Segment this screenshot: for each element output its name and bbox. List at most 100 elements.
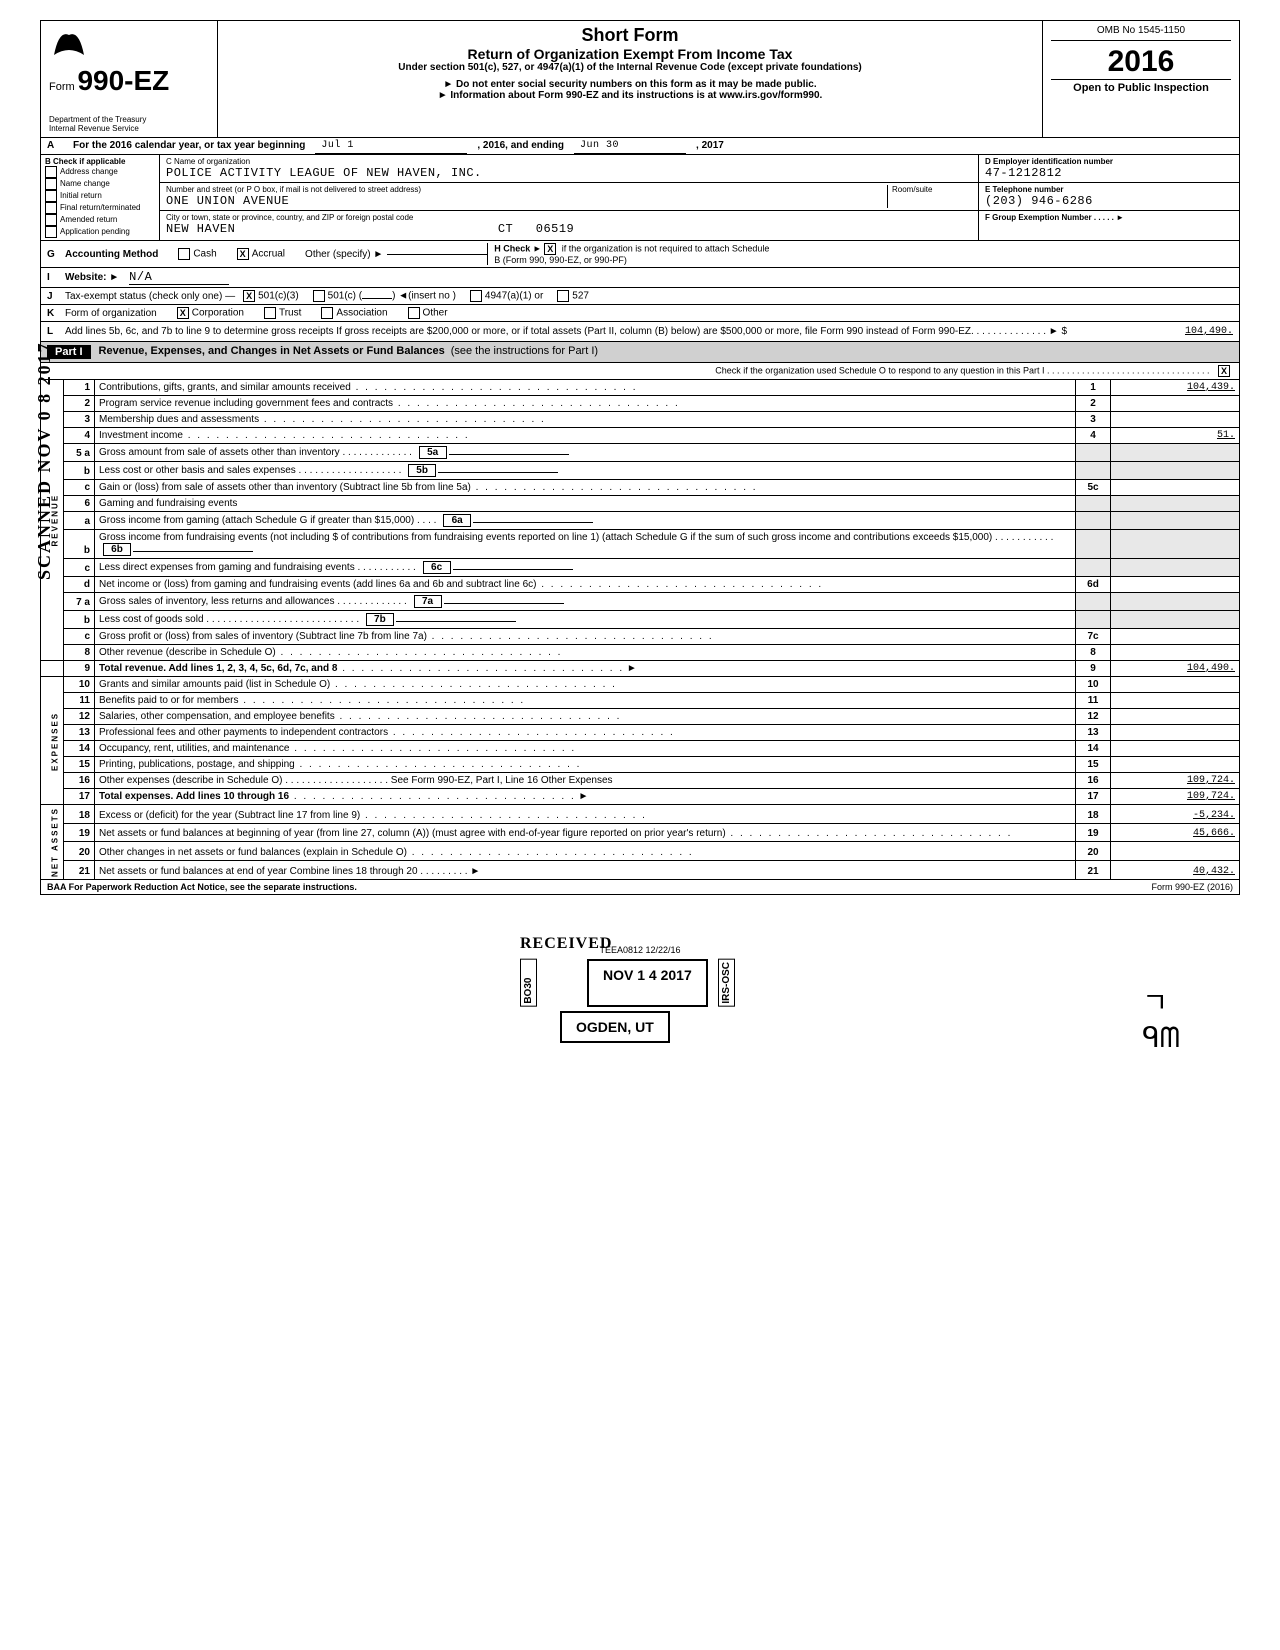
part1-header: Part I Revenue, Expenses, and Changes in… (40, 342, 1240, 363)
tax-year: 2016 (1051, 45, 1231, 79)
logo-area (49, 25, 209, 65)
l3-desc: Membership dues and assessments (99, 414, 259, 425)
l11-desc: Benefits paid to or for members (99, 695, 239, 706)
lbl-address-change: Address change (60, 167, 118, 176)
subtitle: Under section 501(c), 527, or 4947(a)(1)… (226, 62, 1034, 73)
l5c-amt (1111, 480, 1240, 496)
i-label: Website: ► (65, 272, 119, 283)
chk-trust[interactable] (264, 307, 276, 319)
l2-num: 2 (64, 396, 95, 412)
l6d-desc: Net income or (loss) from gaming and fun… (99, 579, 536, 590)
l6d-amt (1111, 577, 1240, 593)
l21-box: 21 (1076, 861, 1111, 880)
lbl-amended: Amended return (60, 215, 117, 224)
l7b-box: 7b (366, 613, 394, 626)
chk-name-change[interactable] (45, 178, 57, 190)
l10-num: 10 (64, 677, 95, 693)
l6b-num: b (64, 530, 95, 559)
l2-amt (1111, 396, 1240, 412)
chk-other-org[interactable] (408, 307, 420, 319)
l8-desc: Other revenue (describe in Schedule O) (99, 647, 276, 658)
l7c-box: 7c (1076, 629, 1111, 645)
chk-4947[interactable] (470, 290, 482, 302)
row-j: J Tax-exempt status (check only one) — 5… (40, 288, 1240, 305)
chk-cash[interactable] (178, 248, 190, 260)
row-l: L Add lines 5b, 6c, and 7b to line 9 to … (40, 322, 1240, 342)
chk-assoc[interactable] (321, 307, 333, 319)
lbl-501c3: 501(c)(3) (258, 291, 299, 302)
other-line (387, 254, 487, 255)
l18-desc: Excess or (deficit) for the year (Subtra… (99, 810, 360, 821)
l6c-box: 6c (423, 561, 451, 574)
title-return: Return of Organization Exempt From Incom… (226, 46, 1034, 62)
l11-num: 11 (64, 693, 95, 709)
chk-527[interactable] (557, 290, 569, 302)
l6-num: 6 (64, 496, 95, 512)
l1-box: 1 (1076, 380, 1111, 396)
l15-desc: Printing, publications, postage, and shi… (99, 759, 295, 770)
lbl-501c-b: ) ◄(insert no ) (392, 291, 456, 302)
part1-check-text: Check if the organization used Schedule … (715, 365, 1209, 375)
letter-j: J (47, 291, 65, 302)
org-address: ONE UNION AVENUE (166, 194, 887, 208)
chk-initial-return[interactable] (45, 190, 57, 202)
stamp-received: RECEIVED (520, 935, 735, 953)
l12-num: 12 (64, 709, 95, 725)
chk-address-change[interactable] (45, 166, 57, 178)
l5b-box: 5b (408, 464, 436, 477)
l12-desc: Salaries, other compensation, and employ… (99, 711, 335, 722)
lbl-name-change: Name change (60, 179, 110, 188)
k-label: Form of organization (65, 308, 157, 319)
l9-amt: 104,490. (1111, 661, 1240, 677)
l8-box: 8 (1076, 645, 1111, 661)
part1-title: Revenue, Expenses, and Changes in Net As… (99, 345, 445, 359)
l20-box: 20 (1076, 842, 1111, 861)
letter-k: K (47, 308, 65, 319)
row-a-endyear: , 2017 (690, 138, 730, 154)
l7c-desc: Gross profit or (loss) from sales of inv… (99, 631, 427, 642)
year-begin: Jul 1 (315, 138, 467, 154)
l16-amt: 109,724. (1111, 773, 1240, 789)
g-label: Accounting Method (65, 249, 158, 260)
open-public: Open to Public Inspection (1051, 79, 1231, 94)
l13-box: 13 (1076, 725, 1111, 741)
block-bcdef: B Check if applicable Address change Nam… (40, 155, 1240, 241)
l4-desc: Investment income (99, 430, 183, 441)
chk-amended[interactable] (45, 214, 57, 226)
l16-box: 16 (1076, 773, 1111, 789)
l7a-box: 7a (414, 595, 442, 608)
chk-schedule-o[interactable] (1218, 365, 1230, 377)
addr-label: Number and street (or P O box, if mail i… (166, 185, 887, 194)
chk-accrual[interactable] (237, 248, 249, 260)
e-label: E Telephone number (985, 185, 1233, 194)
chk-app-pending[interactable] (45, 226, 57, 238)
l5b-desc: Less cost or other basis and sales expen… (99, 465, 296, 476)
signature: ㄱᑫᗰ (1142, 981, 1180, 1055)
year-end: Jun 30 (574, 138, 686, 154)
l6d-num: d (64, 577, 95, 593)
l6a-box: 6a (443, 514, 471, 527)
letter-i: I (47, 272, 65, 283)
l9-num: 9 (64, 661, 95, 677)
chk-final-return[interactable] (45, 202, 57, 214)
chk-corp[interactable] (177, 307, 189, 319)
l5b-num: b (64, 462, 95, 480)
c-label: C Name of organization (166, 157, 972, 166)
l11-box: 11 (1076, 693, 1111, 709)
l2-box: 2 (1076, 396, 1111, 412)
row-g: G Accounting Method Cash Accrual Other (… (40, 241, 1240, 268)
chk-h[interactable] (544, 243, 556, 255)
lbl-trust: Trust (279, 308, 301, 319)
lbl-app-pending: Application pending (60, 227, 130, 236)
l5c-numlbl: c (64, 480, 95, 496)
lbl-527: 527 (572, 291, 589, 302)
chk-501c3[interactable] (243, 290, 255, 302)
chk-501c[interactable] (313, 290, 325, 302)
col-def: D Employer identification number 47-1212… (979, 155, 1239, 240)
part1-note: (see the instructions for Part I) (451, 345, 598, 359)
l17-amt: 109,724. (1111, 789, 1240, 805)
lbl-initial-return: Initial return (60, 191, 102, 200)
stamp-irs: IRS-OSC (718, 959, 735, 1007)
side-revenue: REVENUE (41, 380, 64, 661)
org-name: POLICE ACTIVITY LEAGUE OF NEW HAVEN, INC… (166, 166, 972, 180)
